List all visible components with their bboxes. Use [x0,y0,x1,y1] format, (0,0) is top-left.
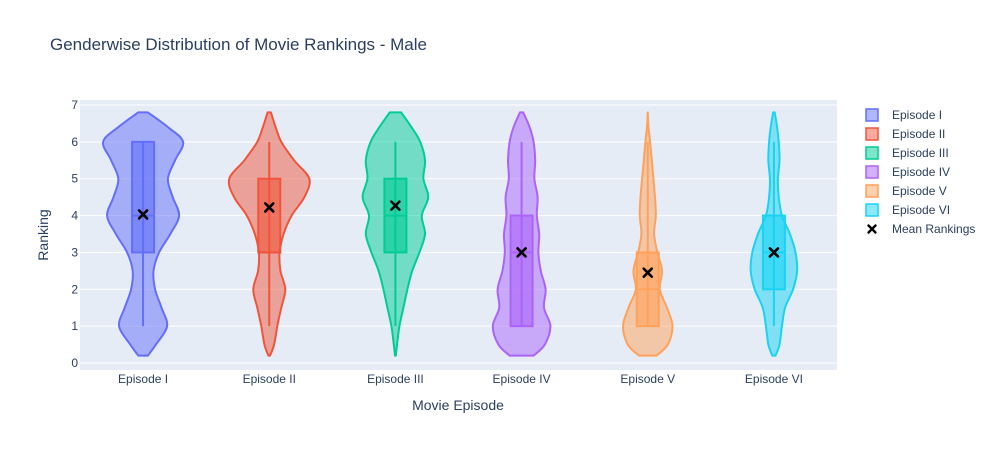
legend-label: Episode I [892,108,942,122]
legend-item[interactable]: Episode IV [865,165,950,179]
y-tick-label: 2 [71,282,78,296]
mean-marker [516,247,527,258]
violin-group [101,111,799,357]
y-tick-label: 0 [71,356,78,370]
plot-background [80,100,837,370]
y-tick-label: 7 [71,98,78,112]
legend-label: Mean Rankings [892,222,975,236]
legend-swatch [865,108,879,122]
violin-episode-v [621,111,674,357]
x-tick-label: Episode IV [493,372,551,386]
violin-episode-ii [227,111,311,357]
legend-swatch [865,146,879,160]
legend-item[interactable]: Episode V [865,184,947,198]
legend[interactable]: Episode I Episode II Episode III Episode IV… [865,108,976,236]
violin-box [509,214,534,328]
y-tick-label: 4 [71,209,78,223]
x-tick-label: Episode II [243,372,296,386]
mean-marker [768,247,780,258]
mean-marker [390,200,401,211]
legend-item[interactable]: Episode II [865,127,945,141]
y-tick-labels: 0 1 2 3 4 5 6 7 [71,98,78,370]
x-axis-title: Movie Episode [412,397,504,413]
chart-title: Genderwise Distribution of Movie Ranking… [50,35,427,54]
legend-swatch [865,165,879,179]
y-tick-label: 3 [71,245,78,259]
violin-box [257,177,282,254]
violin-episode-vi [749,111,799,357]
grid-lines [80,104,837,364]
legend-mean-icon [867,224,877,234]
y-tick-label: 1 [71,319,78,333]
legend-label: Episode IV [892,165,950,179]
y-axis-title: Ranking [35,209,51,260]
legend-label: Episode VI [892,203,950,217]
legend-swatch [865,184,879,198]
legend-item-mean[interactable]: Mean Rankings [867,222,976,236]
legend-swatch [865,127,879,141]
legend-item[interactable]: Episode I [865,108,942,122]
y-tick-label: 6 [71,135,78,149]
legend-label: Episode II [892,127,945,141]
violin-episode-iii [361,111,430,357]
x-tick-label: Episode III [367,372,424,386]
x-tick-label: Episode VI [745,372,803,386]
x-tick-label: Episode I [118,372,168,386]
legend-item[interactable]: Episode III [865,146,949,160]
y-tick-label: 5 [71,172,78,186]
violin-episode-i [101,111,185,357]
mean-marker [137,209,149,220]
violin-episode-iv [491,111,552,357]
x-tick-label: Episode V [620,372,675,386]
x-tick-labels: Episode I Episode II Episode III Episode IV… [118,372,803,386]
legend-label: Episode V [892,184,947,198]
legend-swatch [865,203,879,217]
legend-item[interactable]: Episode VI [865,203,950,217]
mean-marker [642,267,654,278]
violin-box [131,140,156,254]
legend-label: Episode III [892,146,949,160]
mean-marker [263,202,275,213]
